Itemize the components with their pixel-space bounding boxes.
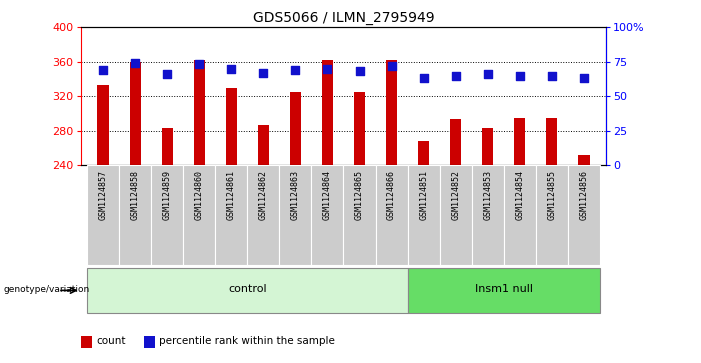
Bar: [226, 87, 237, 165]
Bar: [450, 119, 461, 165]
Text: GSM1124856: GSM1124856: [580, 170, 588, 220]
Text: GSM1124854: GSM1124854: [515, 170, 524, 220]
Point: [322, 66, 333, 72]
Text: GSM1124851: GSM1124851: [419, 170, 428, 220]
Bar: [247, 165, 280, 265]
Bar: [386, 60, 397, 165]
Bar: [87, 268, 407, 313]
Bar: [536, 165, 568, 265]
Bar: [258, 125, 269, 165]
Point: [130, 60, 141, 66]
Bar: [119, 165, 151, 265]
Bar: [407, 268, 600, 313]
Bar: [578, 155, 590, 165]
Point: [193, 62, 205, 68]
Point: [418, 76, 429, 81]
Text: GSM1124857: GSM1124857: [99, 170, 107, 220]
Text: GSM1124864: GSM1124864: [323, 170, 332, 220]
Text: percentile rank within the sample: percentile rank within the sample: [160, 336, 335, 346]
Text: GSM1124859: GSM1124859: [163, 170, 172, 220]
Text: GSM1124861: GSM1124861: [227, 170, 236, 220]
Text: GSM1124853: GSM1124853: [483, 170, 492, 220]
Bar: [407, 165, 440, 265]
Point: [546, 73, 557, 78]
Bar: [546, 118, 557, 165]
Text: count: count: [97, 336, 126, 346]
Text: GSM1124852: GSM1124852: [451, 170, 460, 220]
Text: control: control: [228, 284, 266, 294]
Bar: [504, 165, 536, 265]
Point: [578, 76, 590, 81]
Point: [482, 71, 494, 77]
Point: [354, 69, 365, 74]
Bar: [97, 85, 109, 165]
Text: GSM1124863: GSM1124863: [291, 170, 300, 220]
Point: [386, 63, 397, 69]
Text: GSM1124858: GSM1124858: [130, 170, 139, 220]
Text: GSM1124866: GSM1124866: [387, 170, 396, 220]
Bar: [311, 165, 343, 265]
Point: [258, 70, 269, 76]
Title: GDS5066 / ILMN_2795949: GDS5066 / ILMN_2795949: [252, 11, 435, 25]
Bar: [81, 336, 93, 348]
Bar: [130, 62, 141, 165]
Point: [290, 67, 301, 73]
Bar: [472, 165, 504, 265]
Text: GSM1124855: GSM1124855: [547, 170, 557, 220]
Text: genotype/variation: genotype/variation: [4, 285, 90, 294]
Bar: [183, 165, 215, 265]
Point: [515, 73, 526, 78]
Text: GSM1124860: GSM1124860: [195, 170, 204, 220]
Bar: [280, 165, 311, 265]
Bar: [161, 128, 172, 165]
Bar: [193, 60, 205, 165]
Bar: [440, 165, 472, 265]
Bar: [418, 141, 429, 165]
Point: [226, 66, 237, 72]
Bar: [354, 92, 365, 165]
Bar: [322, 60, 333, 165]
Bar: [343, 165, 376, 265]
Bar: [376, 165, 407, 265]
Bar: [151, 165, 183, 265]
Bar: [87, 165, 119, 265]
Text: Insm1 null: Insm1 null: [475, 284, 533, 294]
Bar: [482, 128, 494, 165]
Text: GSM1124862: GSM1124862: [259, 170, 268, 220]
Point: [450, 73, 461, 78]
Bar: [144, 336, 156, 348]
Point: [97, 67, 109, 73]
Point: [161, 71, 172, 77]
Bar: [568, 165, 600, 265]
Bar: [515, 118, 526, 165]
Bar: [290, 92, 301, 165]
Bar: [215, 165, 247, 265]
Text: GSM1124865: GSM1124865: [355, 170, 364, 220]
